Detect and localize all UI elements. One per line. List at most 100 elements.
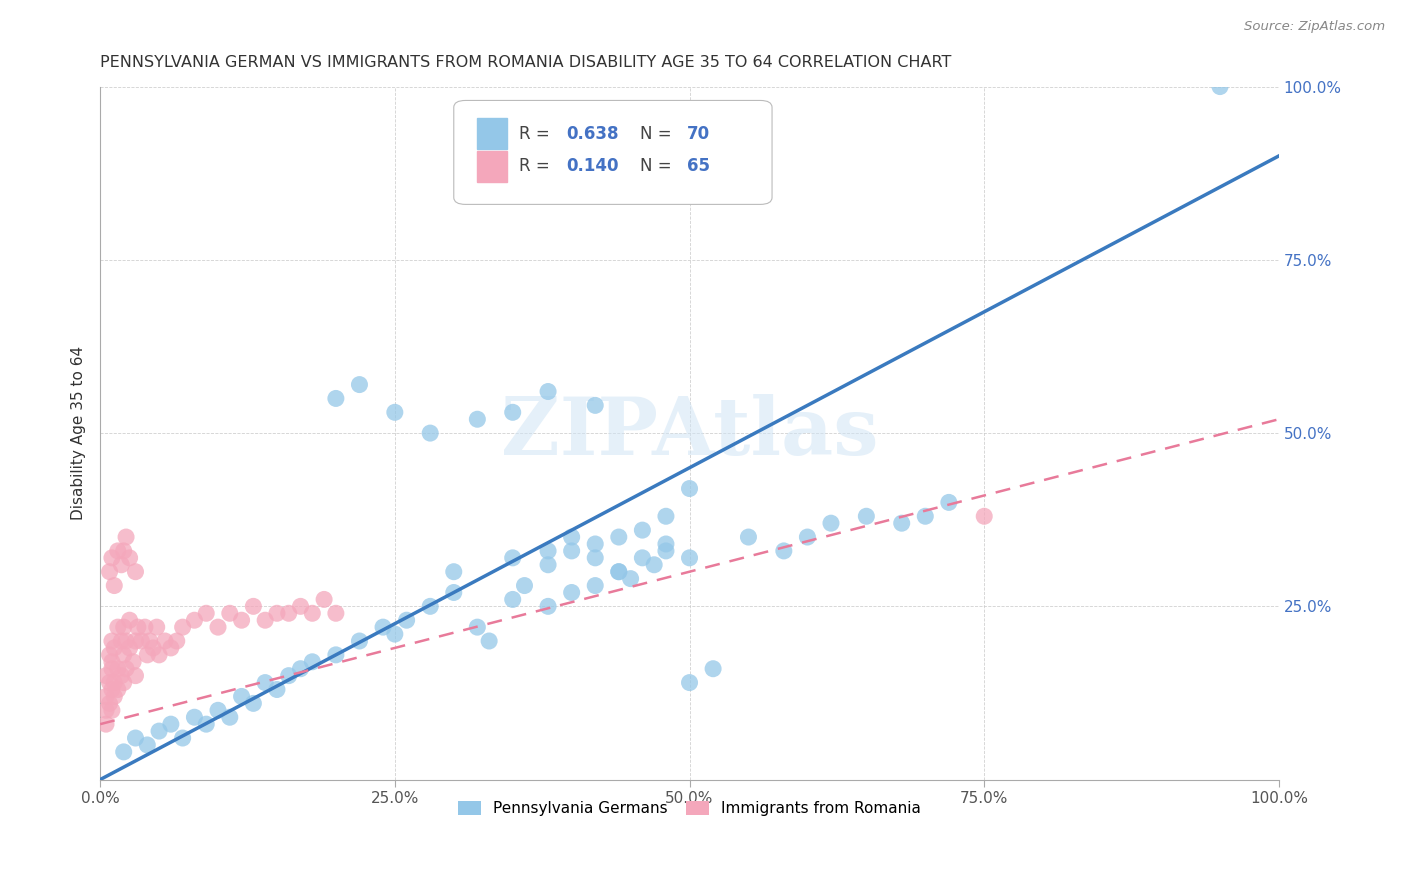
Point xyxy=(325,392,347,406)
Point xyxy=(301,655,323,669)
Text: 65: 65 xyxy=(688,157,710,176)
Point xyxy=(855,509,877,524)
Point xyxy=(1209,79,1232,94)
Point xyxy=(419,426,441,441)
Y-axis label: Disability Age 35 to 64: Disability Age 35 to 64 xyxy=(72,346,86,520)
Point xyxy=(127,620,149,634)
Point xyxy=(115,662,138,676)
Point xyxy=(301,607,323,621)
Point xyxy=(561,544,583,558)
Point xyxy=(98,697,121,711)
Point xyxy=(395,613,418,627)
Point xyxy=(153,634,176,648)
Point xyxy=(419,599,441,614)
Point xyxy=(443,565,465,579)
Point xyxy=(513,578,536,592)
Point xyxy=(384,627,406,641)
Text: R =: R = xyxy=(519,157,554,176)
Point xyxy=(115,530,138,544)
Point xyxy=(231,690,253,704)
Point xyxy=(607,530,630,544)
Point xyxy=(118,613,141,627)
Point xyxy=(349,634,371,648)
Point xyxy=(655,509,678,524)
Point xyxy=(98,648,121,662)
Point xyxy=(254,613,277,627)
Point xyxy=(772,544,794,558)
Point xyxy=(107,682,129,697)
Point xyxy=(277,668,299,682)
Point xyxy=(325,648,347,662)
Point xyxy=(583,537,606,551)
Point xyxy=(502,405,524,419)
Point xyxy=(124,634,146,648)
Point xyxy=(118,550,141,565)
Point xyxy=(124,731,146,745)
Point xyxy=(218,607,240,621)
Point xyxy=(467,412,489,426)
Point xyxy=(502,592,524,607)
Point xyxy=(796,530,818,544)
Point xyxy=(172,620,194,634)
Point xyxy=(678,550,700,565)
Point xyxy=(122,655,145,669)
Point xyxy=(583,578,606,592)
Point xyxy=(583,550,606,565)
Point xyxy=(561,585,583,599)
Point xyxy=(101,682,124,697)
Point xyxy=(101,703,124,717)
Point xyxy=(112,544,135,558)
Point xyxy=(118,640,141,655)
Point xyxy=(325,607,347,621)
Point xyxy=(131,634,153,648)
Point xyxy=(103,690,125,704)
Point xyxy=(124,668,146,682)
Point xyxy=(107,620,129,634)
Text: R =: R = xyxy=(519,125,554,143)
Point xyxy=(103,578,125,592)
Point xyxy=(110,634,132,648)
Point xyxy=(290,662,312,676)
Point xyxy=(290,599,312,614)
Point xyxy=(101,662,124,676)
Point xyxy=(148,724,170,739)
Point xyxy=(631,523,654,537)
Point xyxy=(561,530,583,544)
Text: N =: N = xyxy=(640,157,676,176)
Point xyxy=(371,620,394,634)
Point xyxy=(110,668,132,682)
Point xyxy=(195,717,218,731)
Point xyxy=(737,530,759,544)
Text: N =: N = xyxy=(640,125,676,143)
Point xyxy=(537,558,560,572)
Point xyxy=(103,675,125,690)
Point xyxy=(678,482,700,496)
Point xyxy=(702,662,724,676)
Point xyxy=(183,710,205,724)
Point xyxy=(142,640,165,655)
Point xyxy=(537,599,560,614)
Point xyxy=(172,731,194,745)
Point xyxy=(136,648,159,662)
Point xyxy=(138,634,160,648)
Point xyxy=(98,565,121,579)
Point xyxy=(277,607,299,621)
Point xyxy=(607,565,630,579)
Text: Source: ZipAtlas.com: Source: ZipAtlas.com xyxy=(1244,20,1385,33)
Point xyxy=(110,558,132,572)
Point xyxy=(148,648,170,662)
Point xyxy=(107,662,129,676)
Text: ZIPAtlas: ZIPAtlas xyxy=(501,394,879,472)
Point xyxy=(242,697,264,711)
Point xyxy=(94,703,117,717)
Point xyxy=(443,585,465,599)
Point xyxy=(678,675,700,690)
Point xyxy=(314,592,336,607)
Bar xyxy=(478,118,506,149)
Point xyxy=(101,655,124,669)
Text: 0.140: 0.140 xyxy=(565,157,619,176)
Point xyxy=(478,634,501,648)
FancyBboxPatch shape xyxy=(454,101,772,204)
Point xyxy=(631,550,654,565)
Point xyxy=(112,648,135,662)
